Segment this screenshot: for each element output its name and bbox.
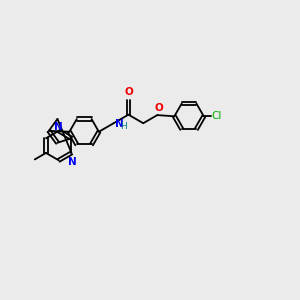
- Text: O: O: [124, 87, 133, 97]
- Text: O: O: [154, 103, 163, 113]
- Text: N: N: [54, 122, 62, 133]
- Text: N: N: [115, 119, 124, 129]
- Text: Cl: Cl: [212, 111, 222, 121]
- Text: N: N: [68, 157, 77, 167]
- Text: H: H: [120, 122, 127, 130]
